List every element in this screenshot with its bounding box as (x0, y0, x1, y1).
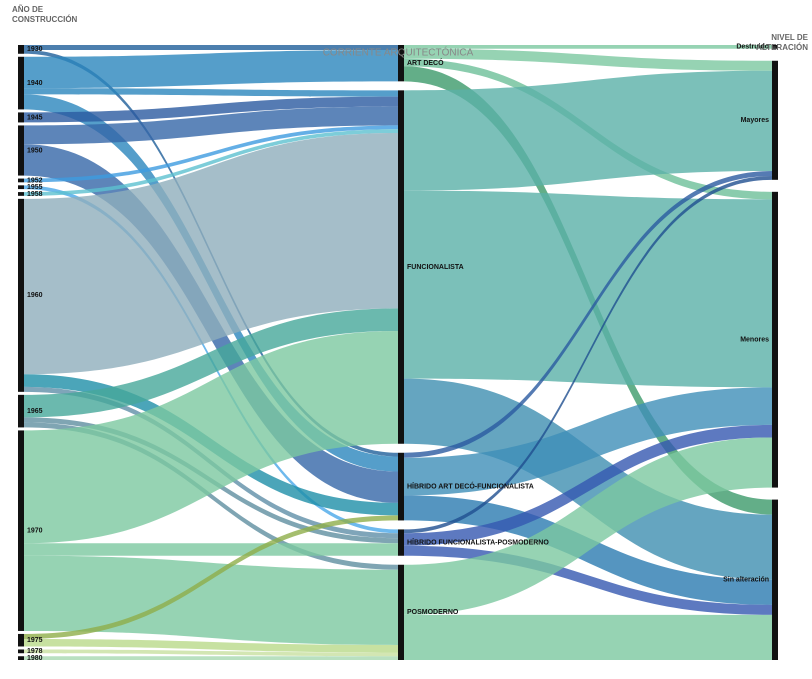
node (772, 191, 778, 488)
link (24, 50, 398, 89)
node-label: 1950 (27, 147, 43, 154)
node (398, 452, 404, 521)
link (24, 656, 398, 660)
link (24, 125, 398, 183)
link (24, 129, 398, 196)
node-label: 1975 (27, 637, 43, 644)
link (24, 422, 398, 570)
link (404, 171, 772, 458)
node-label: 1970 (27, 528, 43, 535)
node (772, 45, 778, 49)
link (404, 387, 772, 496)
link (404, 190, 772, 388)
node-label: 1955 (27, 184, 43, 191)
node-label: Destruido (736, 44, 769, 51)
link (404, 70, 772, 191)
node (18, 185, 24, 190)
node (18, 178, 24, 183)
node-label: 1965 (27, 408, 43, 415)
link (24, 106, 398, 145)
column-title: CONSTRUCCIÓN (12, 15, 78, 24)
node-label: Sin alteración (723, 577, 769, 584)
node-label: HÍBRIDO ART DECÓ-FUNCIONALISTA (407, 481, 534, 490)
link (24, 515, 398, 639)
node-label: Menores (740, 337, 769, 344)
link (404, 437, 772, 615)
column-title: ALTERACIÓN (756, 43, 808, 52)
node (18, 198, 24, 392)
node-label: 1980 (27, 655, 43, 662)
node (398, 45, 404, 82)
node-label: 1952 (27, 177, 43, 184)
link (24, 45, 398, 51)
node (18, 430, 24, 631)
node (772, 60, 778, 180)
link (404, 424, 772, 546)
node-label: 1958 (27, 191, 43, 198)
column-title: AÑO DE (12, 5, 44, 14)
link (404, 48, 772, 71)
node (18, 633, 24, 647)
link (404, 614, 772, 660)
node (772, 499, 778, 660)
node (398, 90, 404, 444)
link (404, 45, 772, 49)
node (18, 192, 24, 196)
node-label: ART DECÓ (407, 58, 444, 67)
column-title: NIVEL DE (771, 33, 808, 42)
link (404, 176, 772, 534)
link (24, 543, 398, 556)
node (18, 656, 24, 660)
node-label: POSMODERNO (407, 609, 459, 616)
link (24, 88, 398, 97)
node-label: Mayores (741, 117, 770, 124)
link (24, 132, 398, 375)
node-label: 1930 (27, 46, 43, 53)
link (24, 308, 398, 418)
node (18, 45, 24, 54)
node (398, 529, 404, 556)
link (24, 96, 398, 123)
link (404, 545, 772, 615)
link (24, 649, 398, 657)
node-label: 1960 (27, 292, 43, 299)
node-label: FUNCIONALISTA (407, 264, 464, 271)
node (18, 394, 24, 428)
node-label: 1940 (27, 80, 43, 87)
node (398, 564, 404, 660)
node (18, 56, 24, 110)
node-label: 1978 (27, 648, 43, 655)
node (18, 649, 24, 654)
link (24, 638, 398, 653)
node-label: HÍBRIDO FUNCIONALISTA-POSMODERNO (407, 537, 549, 546)
link (24, 330, 398, 544)
node (18, 125, 24, 176)
column-title: CORRIENTE ARQUITECTÓNICA (323, 46, 474, 59)
node-label: 1945 (27, 114, 43, 121)
node (18, 112, 24, 123)
